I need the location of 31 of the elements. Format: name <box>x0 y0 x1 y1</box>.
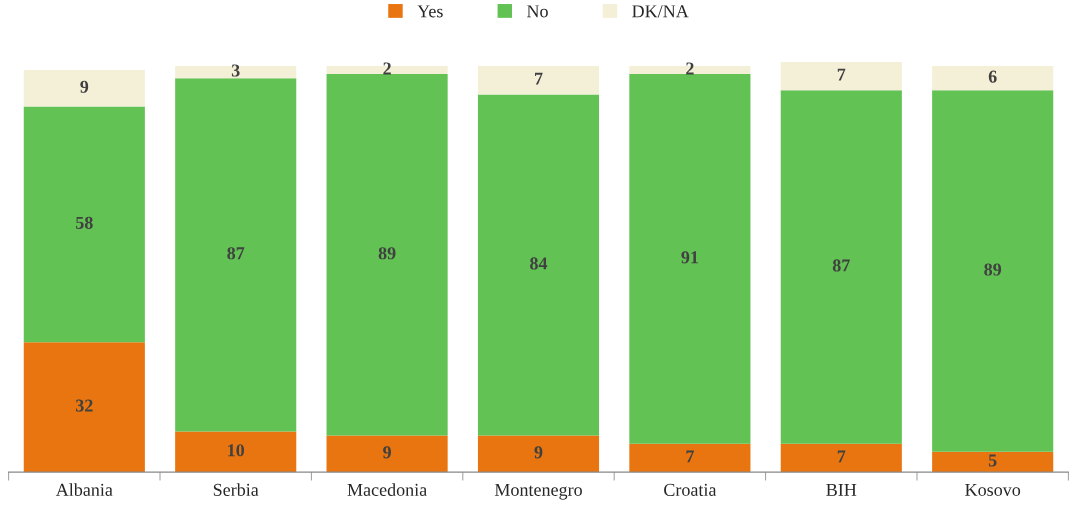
x-tick-label: BIH <box>826 483 857 496</box>
data-label: 2 <box>383 62 391 75</box>
data-label: 7 <box>837 68 846 81</box>
data-label: 9 <box>383 446 391 459</box>
x-tick-label: Albania <box>55 483 113 496</box>
data-label: 3 <box>231 64 240 77</box>
data-label: 9 <box>80 80 89 93</box>
legend-label: Yes <box>417 5 443 18</box>
data-label: 7 <box>535 72 543 85</box>
data-label: 5 <box>988 454 997 467</box>
legend-label: DK/NA <box>632 5 689 18</box>
data-label: 87 <box>832 259 850 272</box>
data-label: 7 <box>686 450 694 463</box>
data-label: 89 <box>984 263 1002 276</box>
data-label: 2 <box>686 62 694 75</box>
x-tick-label: Macedonia <box>347 483 427 496</box>
data-label: 6 <box>988 70 997 83</box>
data-label: 91 <box>681 251 698 264</box>
x-tick-label: Serbia <box>213 483 259 496</box>
data-label: 89 <box>378 247 396 260</box>
x-tick-label: Croatia <box>664 483 717 496</box>
data-label: 7 <box>837 450 846 463</box>
data-label: 10 <box>228 444 245 457</box>
data-label: 84 <box>530 257 548 270</box>
x-tick-label: Montenegro <box>494 483 582 500</box>
data-label: 9 <box>534 446 543 459</box>
x-tick-label: Kosovo <box>965 483 1021 496</box>
data-label: 87 <box>227 247 245 260</box>
data-label: 32 <box>75 399 93 412</box>
data-label: 58 <box>76 216 93 229</box>
legend-label: No <box>526 5 548 18</box>
